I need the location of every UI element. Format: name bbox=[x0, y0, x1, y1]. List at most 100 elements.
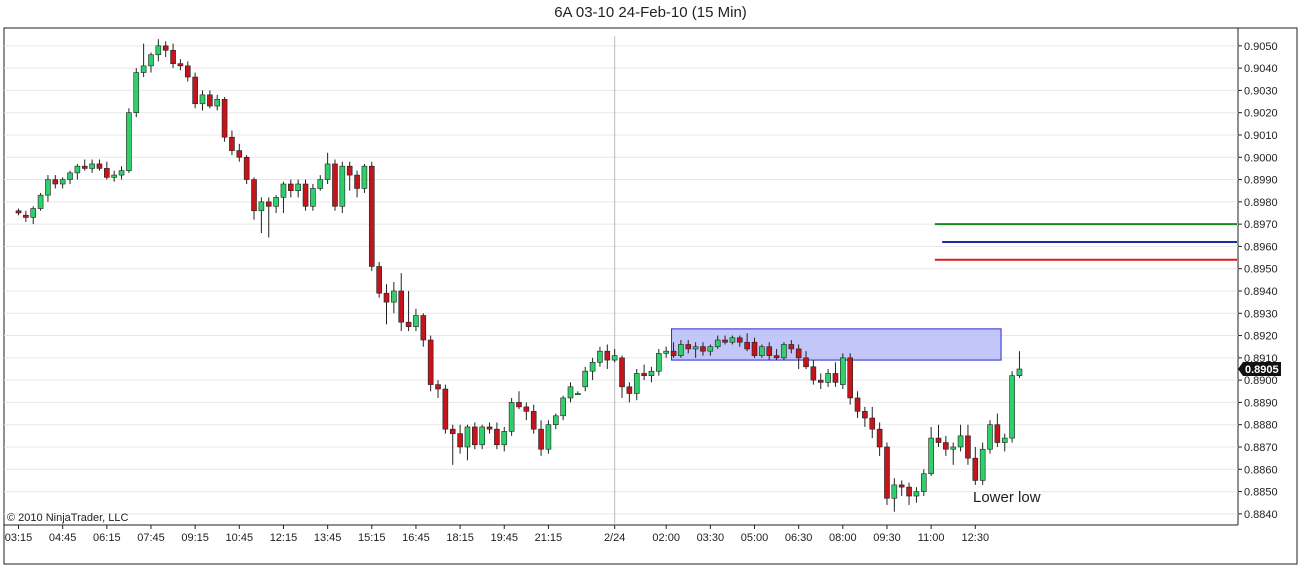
y-tick-label: 0.8970 bbox=[1244, 219, 1278, 231]
candle-body bbox=[729, 337, 736, 343]
candle-body bbox=[744, 341, 750, 350]
candle-body bbox=[354, 174, 360, 189]
candle-body bbox=[736, 337, 743, 343]
y-tick-label: 0.8850 bbox=[1244, 487, 1278, 499]
candle-body bbox=[604, 350, 611, 361]
candle-body bbox=[479, 426, 485, 446]
candle-body bbox=[251, 179, 257, 212]
candle-body bbox=[965, 435, 971, 459]
candle-body bbox=[950, 446, 957, 450]
y-tick-label: 0.9040 bbox=[1244, 63, 1278, 75]
candle-body bbox=[464, 426, 471, 448]
candle-body bbox=[935, 437, 942, 443]
candle-body bbox=[611, 355, 618, 361]
last-price-label: 0.8905 bbox=[1245, 364, 1279, 376]
candle-body bbox=[817, 379, 824, 383]
last-price-marker: 0.8905 bbox=[1238, 361, 1281, 376]
candle-body bbox=[508, 402, 515, 432]
candle-body bbox=[221, 99, 228, 138]
y-tick-label: 0.8870 bbox=[1244, 442, 1278, 454]
candle-body bbox=[207, 94, 213, 107]
x-tick-label: 10:45 bbox=[226, 532, 254, 544]
candle-body bbox=[494, 428, 500, 446]
x-tick-label: 16:45 bbox=[402, 532, 430, 544]
lower-low-annotation: Lower low bbox=[973, 489, 1041, 506]
candle-body bbox=[656, 353, 662, 372]
candle-body bbox=[339, 165, 346, 207]
candle-body bbox=[567, 386, 574, 399]
candle-body bbox=[545, 424, 552, 450]
candle-body bbox=[582, 370, 589, 388]
candle-body bbox=[1009, 375, 1015, 439]
y-tick-label: 0.8950 bbox=[1244, 264, 1278, 276]
x-tick-label: 12:30 bbox=[962, 532, 990, 544]
candle-body bbox=[346, 165, 353, 176]
x-tick-label: 06:15 bbox=[93, 532, 121, 544]
candle-body bbox=[332, 163, 338, 207]
candle-body bbox=[979, 448, 986, 481]
grid bbox=[4, 36, 1238, 525]
candle-body bbox=[449, 428, 456, 434]
candle-body bbox=[170, 49, 176, 64]
candle-body bbox=[920, 473, 927, 492]
candle-body bbox=[501, 431, 508, 446]
y-tick-label: 0.9020 bbox=[1244, 108, 1278, 120]
candle-body bbox=[552, 415, 559, 426]
candle-body bbox=[906, 486, 912, 497]
candle-body bbox=[96, 163, 103, 169]
candle-body bbox=[854, 397, 861, 412]
candle-body bbox=[685, 344, 692, 350]
x-tick-label: 15:15 bbox=[358, 532, 386, 544]
candle-body bbox=[869, 417, 876, 430]
candle-body bbox=[678, 344, 684, 356]
candle-body bbox=[766, 346, 773, 356]
candle-body bbox=[265, 201, 272, 207]
candle-body bbox=[840, 357, 846, 385]
candle-body bbox=[751, 341, 758, 356]
y-tick-label: 0.8920 bbox=[1244, 331, 1278, 343]
x-tick-label: 19:45 bbox=[490, 532, 518, 544]
candle-body bbox=[427, 339, 434, 385]
candle-body bbox=[891, 484, 898, 499]
candle-body bbox=[898, 484, 905, 488]
candle-body bbox=[398, 290, 405, 323]
candle-body bbox=[589, 362, 596, 372]
candle-body bbox=[803, 357, 809, 368]
resistance-zone bbox=[671, 328, 1002, 361]
x-tick-label: 09:30 bbox=[873, 532, 901, 544]
x-tick-label: 04:45 bbox=[49, 532, 77, 544]
candle-body bbox=[310, 188, 316, 207]
candle-body bbox=[972, 457, 979, 481]
candle-body bbox=[692, 346, 699, 350]
candle-body bbox=[486, 426, 493, 430]
candle-body bbox=[472, 426, 478, 446]
candle-body bbox=[37, 194, 44, 209]
candle-body bbox=[413, 315, 419, 327]
x-tick-label: 08:00 bbox=[829, 532, 857, 544]
candle-body bbox=[30, 208, 37, 218]
y-tick-label: 0.8910 bbox=[1244, 353, 1278, 365]
candle-body bbox=[435, 384, 441, 390]
candle-body bbox=[663, 350, 669, 354]
x-tick-label: 03:30 bbox=[697, 532, 725, 544]
x-tick-label: 07:45 bbox=[137, 532, 165, 544]
candle-body bbox=[707, 346, 714, 352]
y-tick-label: 0.9010 bbox=[1244, 130, 1278, 142]
candle-body bbox=[538, 428, 544, 450]
y-tick-label: 0.9000 bbox=[1244, 152, 1278, 164]
candle-body bbox=[214, 99, 221, 107]
time-axis: 03:15 04:45 06:15 07:45 09:15 10:45 12:15 13:45… bbox=[5, 525, 989, 544]
candle-body bbox=[795, 348, 802, 359]
x-tick-label: 18:15 bbox=[446, 532, 474, 544]
copyright-text: © 2010 NinjaTrader, LLC bbox=[7, 512, 128, 524]
candle-body bbox=[133, 72, 140, 113]
candle-body bbox=[391, 290, 397, 303]
candle-body bbox=[199, 94, 206, 105]
candle-body bbox=[155, 45, 162, 56]
chart-title: 6A 03-10 24-Feb-10 (15 Min) bbox=[554, 4, 747, 21]
candle-body bbox=[759, 346, 765, 356]
candle-body bbox=[177, 63, 184, 67]
candle-body bbox=[913, 491, 920, 497]
